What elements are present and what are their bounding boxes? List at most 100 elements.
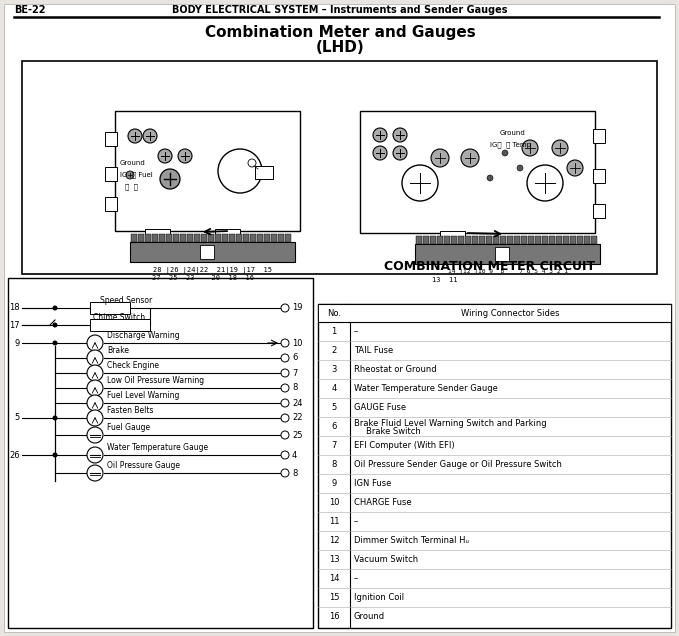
- Text: 1: 1: [331, 327, 337, 336]
- Text: 15: 15: [329, 593, 340, 602]
- Circle shape: [87, 365, 103, 381]
- Circle shape: [281, 369, 289, 377]
- Text: Discharge Warning: Discharge Warning: [107, 331, 180, 340]
- Circle shape: [52, 322, 58, 328]
- Bar: [215, 229, 240, 243]
- Bar: [105, 167, 117, 181]
- Bar: [479, 236, 485, 244]
- Bar: [485, 236, 492, 244]
- Text: 11: 11: [329, 517, 340, 526]
- Bar: [500, 236, 505, 244]
- Bar: [115, 111, 300, 231]
- Circle shape: [522, 140, 538, 156]
- Circle shape: [52, 452, 58, 457]
- Text: 14 |12 |10 9  8    7 6 5 4 3 2 1: 14 |12 |10 9 8 7 6 5 4 3 2 1: [447, 269, 568, 275]
- Text: 3: 3: [331, 365, 337, 374]
- Text: No.: No.: [327, 308, 341, 317]
- Circle shape: [281, 431, 289, 439]
- Circle shape: [160, 169, 180, 189]
- Bar: [138, 234, 143, 242]
- Text: IGⓘ  ⓘ Temp: IGⓘ ⓘ Temp: [490, 142, 531, 148]
- Text: Ground: Ground: [500, 130, 526, 136]
- Circle shape: [87, 427, 103, 443]
- Bar: [130, 234, 136, 242]
- Circle shape: [87, 465, 103, 481]
- Text: 12: 12: [329, 536, 340, 545]
- Circle shape: [373, 146, 387, 160]
- Text: 19: 19: [292, 303, 303, 312]
- Text: 13: 13: [329, 555, 340, 564]
- Bar: [416, 236, 422, 244]
- Circle shape: [128, 129, 142, 143]
- Text: 8: 8: [292, 469, 297, 478]
- Bar: [464, 236, 471, 244]
- Text: 5: 5: [331, 403, 337, 412]
- Circle shape: [281, 414, 289, 422]
- Bar: [166, 234, 172, 242]
- Circle shape: [158, 149, 172, 163]
- Bar: [194, 234, 200, 242]
- Bar: [458, 236, 464, 244]
- Text: Vacuum Switch: Vacuum Switch: [354, 555, 418, 564]
- Text: 17: 17: [10, 321, 20, 329]
- Bar: [593, 129, 605, 143]
- Text: Low Oil Pressure Warning: Low Oil Pressure Warning: [107, 376, 204, 385]
- Bar: [570, 236, 576, 244]
- Text: –: –: [354, 517, 359, 526]
- Bar: [495, 247, 509, 261]
- Bar: [278, 234, 284, 242]
- Circle shape: [87, 335, 103, 351]
- Circle shape: [567, 160, 583, 176]
- Bar: [187, 234, 193, 242]
- Text: 24: 24: [292, 399, 303, 408]
- Bar: [450, 236, 456, 244]
- Circle shape: [487, 175, 493, 181]
- Text: 10: 10: [329, 498, 340, 507]
- Bar: [221, 234, 227, 242]
- Text: 16: 16: [329, 612, 340, 621]
- Bar: [443, 236, 449, 244]
- Text: IGN Fuse: IGN Fuse: [354, 479, 391, 488]
- Bar: [145, 234, 151, 242]
- Text: BODY ELECTRICAL SYSTEM – Instruments and Sender Gauges: BODY ELECTRICAL SYSTEM – Instruments and…: [172, 5, 508, 15]
- Text: 2: 2: [331, 346, 337, 355]
- Text: Brake Fluid Level Warning Switch and Parking: Brake Fluid Level Warning Switch and Par…: [354, 419, 547, 428]
- Text: 4: 4: [331, 384, 337, 393]
- Text: 14: 14: [329, 574, 340, 583]
- Text: Brake: Brake: [107, 346, 129, 355]
- Bar: [591, 236, 596, 244]
- Text: 6: 6: [331, 422, 337, 431]
- Bar: [549, 236, 555, 244]
- Text: Wiring Connector Sides: Wiring Connector Sides: [461, 308, 559, 317]
- Bar: [242, 234, 249, 242]
- Text: 27  25  23    20  18  16: 27 25 23 20 18 16: [151, 275, 253, 281]
- Text: 25: 25: [292, 431, 303, 439]
- Bar: [105, 132, 117, 146]
- Circle shape: [178, 149, 192, 163]
- Text: 8: 8: [331, 460, 337, 469]
- Text: Dimmer Switch Terminal Hᵤ: Dimmer Switch Terminal Hᵤ: [354, 536, 469, 545]
- Text: 6: 6: [292, 354, 297, 363]
- Bar: [440, 231, 465, 245]
- Bar: [507, 236, 513, 244]
- Bar: [576, 236, 583, 244]
- Circle shape: [218, 149, 262, 193]
- Circle shape: [431, 149, 449, 167]
- Bar: [229, 234, 234, 242]
- Bar: [422, 236, 428, 244]
- Circle shape: [281, 304, 289, 312]
- Bar: [215, 234, 221, 242]
- Text: 5: 5: [15, 413, 20, 422]
- Circle shape: [281, 339, 289, 347]
- Bar: [200, 245, 214, 259]
- Bar: [172, 234, 179, 242]
- Circle shape: [248, 159, 256, 167]
- Text: Fuel Gauge: Fuel Gauge: [107, 423, 150, 432]
- Text: 7: 7: [292, 368, 297, 378]
- Text: Fasten Belts: Fasten Belts: [107, 406, 153, 415]
- Bar: [492, 236, 498, 244]
- Circle shape: [402, 165, 438, 201]
- Text: Ground: Ground: [120, 160, 146, 166]
- Text: COMBINATION METER CIRCUIT: COMBINATION METER CIRCUIT: [384, 260, 595, 273]
- Circle shape: [527, 165, 563, 201]
